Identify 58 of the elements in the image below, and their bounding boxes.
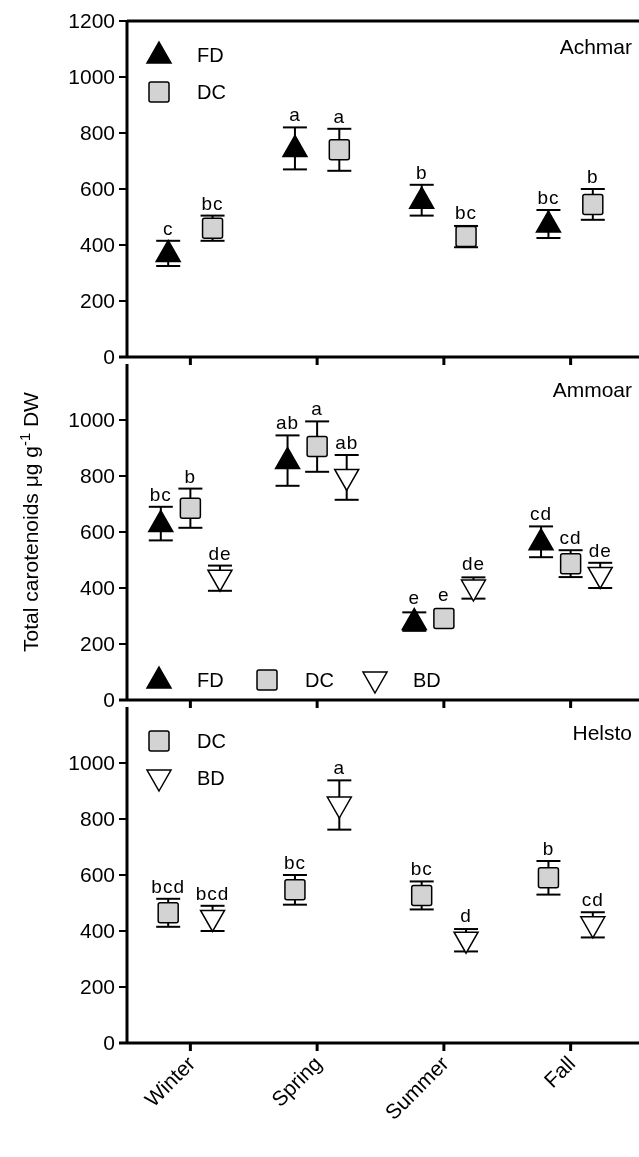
legend-label: BD xyxy=(197,767,225,789)
y-tick-label: 400 xyxy=(79,576,115,599)
data-label: b xyxy=(415,161,428,183)
data-label: cd xyxy=(530,503,553,525)
legend-label: DC xyxy=(305,669,334,691)
y-tick-label: 400 xyxy=(79,233,115,256)
y-tick-label: 0 xyxy=(103,688,115,711)
data-label: bcd xyxy=(151,875,186,897)
x-tick-label: Fall xyxy=(539,1051,580,1092)
data-label: bc xyxy=(201,192,224,214)
data-label: ab xyxy=(275,412,300,434)
y-tick-label: 1000 xyxy=(68,65,115,88)
data-label: bc xyxy=(537,187,560,208)
y-tick-label: 600 xyxy=(79,520,115,543)
data-label: a xyxy=(333,757,346,779)
y-tick-label: 0 xyxy=(103,1031,115,1054)
data-label: b xyxy=(542,838,555,859)
data-label: bcd xyxy=(195,882,230,904)
text: Achmar xyxy=(559,35,632,58)
legend-label: FD xyxy=(197,669,224,691)
y-tick-label: 1000 xyxy=(68,751,115,774)
data-label: d xyxy=(460,905,472,927)
data-label: b xyxy=(184,465,197,487)
data-label: de xyxy=(588,539,612,561)
y-tick-label: 1200 xyxy=(68,9,115,32)
legend-label: FD xyxy=(197,44,224,66)
legend-label: DC xyxy=(197,730,226,752)
data-label: bc xyxy=(455,201,478,223)
data-label: a xyxy=(333,105,346,127)
data-label: bc xyxy=(283,852,306,873)
y-tick-label: 200 xyxy=(79,632,115,655)
y-tick-label: 600 xyxy=(79,863,115,886)
y-tick-label: 800 xyxy=(79,464,115,487)
data-label: cd xyxy=(559,527,582,549)
legend-label: BD xyxy=(413,669,441,691)
data-label: bc xyxy=(149,483,172,505)
data-label: b xyxy=(587,166,599,187)
data-label: c xyxy=(162,217,174,239)
y-tick-label: 200 xyxy=(79,975,115,998)
data-label: e xyxy=(408,586,421,608)
y-tick-label: 600 xyxy=(79,177,115,200)
data-label: a xyxy=(289,104,301,126)
y-tick-label: 200 xyxy=(79,289,115,312)
y-tick-label: 0 xyxy=(103,345,115,368)
text: Ammoar xyxy=(552,378,632,401)
text: Helsto xyxy=(572,721,632,744)
data-label: a xyxy=(311,398,323,420)
y-tick-label: 1000 xyxy=(68,408,115,431)
data-label: ab xyxy=(335,432,359,453)
data-label: de xyxy=(208,542,232,564)
data-label: de xyxy=(461,553,486,574)
legend-label: DC xyxy=(197,81,226,103)
data-label: e xyxy=(438,583,450,605)
y-tick-label: 800 xyxy=(79,121,115,144)
data-label: bc xyxy=(410,858,433,880)
y-tick-label: 400 xyxy=(79,919,115,942)
data-label: cd xyxy=(581,889,604,911)
y-tick-label: 800 xyxy=(79,807,115,830)
